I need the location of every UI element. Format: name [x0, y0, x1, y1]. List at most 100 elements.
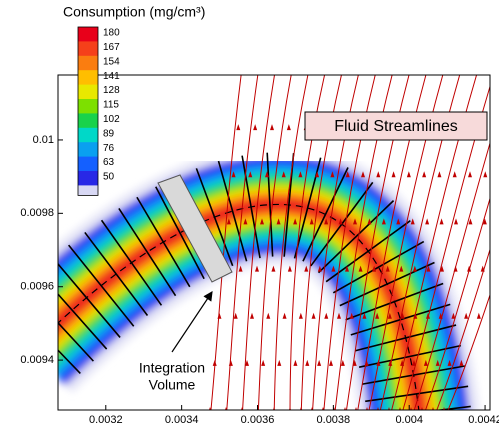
streamline-arrow: [352, 359, 357, 366]
colorbar-label: 128: [103, 85, 120, 96]
streamline-arrow: [423, 359, 428, 366]
streamline-arrow: [400, 312, 405, 319]
streamline-arrow: [293, 359, 298, 366]
streamline-arrow: [366, 407, 368, 410]
integration-volume: [157, 174, 233, 283]
streamline-arrow: [406, 171, 411, 178]
streamline-arrow: [337, 312, 341, 319]
streamline-arrow: [376, 171, 381, 178]
streamline-arrow: [377, 407, 379, 410]
x-tick-label: 0.0034: [165, 414, 199, 426]
streamline-arrow: [276, 218, 281, 225]
streamline-arrow: [391, 171, 396, 178]
streamline-arrow: [426, 265, 431, 272]
streamline-arrow: [355, 407, 357, 410]
streamline-arrow: [396, 218, 401, 225]
streamline-arrow: [266, 312, 271, 319]
colorbar-swatch: [78, 55, 98, 71]
streamline-arrow: [410, 218, 415, 225]
normal-line: [118, 208, 177, 297]
streamline: [242, 75, 276, 410]
streamline-arrow: [476, 312, 481, 319]
normal-line: [266, 152, 274, 257]
colorbar-label: 63: [103, 157, 115, 168]
streamline-arrow: [432, 407, 434, 410]
streamline-arrow: [349, 312, 354, 319]
streamline-arrow: [410, 407, 412, 410]
streamline-arrow: [358, 265, 363, 272]
colorbar-frame: [77, 26, 99, 196]
streamline-arrow: [483, 171, 488, 178]
streamline-arrow: [317, 359, 322, 366]
streamline-arrow: [425, 218, 430, 225]
normal-line: [155, 186, 205, 280]
streamline-arrow: [309, 218, 314, 225]
centerline: [58, 203, 420, 410]
streamline: [257, 75, 292, 410]
streamline-arrow: [459, 359, 464, 366]
streamline-arrow: [385, 265, 390, 272]
streamline-arrow: [482, 218, 487, 225]
colorbar-base: [78, 185, 98, 196]
streamline-arrow: [243, 218, 248, 225]
normal-line: [365, 385, 469, 403]
normal-line: [317, 200, 395, 274]
streamline: [425, 196, 490, 410]
streamline-arrow: [324, 312, 329, 319]
streamline-arrow: [293, 218, 298, 225]
streamline-arrow: [464, 312, 469, 319]
annotation: Volume: [149, 377, 196, 393]
streamline-arrow: [255, 265, 259, 272]
streamline-arrow: [250, 312, 254, 319]
streamline: [210, 75, 242, 410]
streamline-arrow: [304, 265, 309, 272]
streamline-arrow: [438, 312, 443, 319]
streamline-arrow: [331, 265, 336, 272]
streamline-arrow: [315, 171, 320, 178]
streamline-arrow: [375, 312, 380, 319]
colorbar-swatch: [78, 41, 98, 57]
colorbar-label: 115: [103, 100, 119, 111]
streamline-arrow: [468, 171, 472, 178]
streamline-arrow: [209, 407, 211, 410]
streamline-arrow: [300, 407, 302, 410]
streamline-arrow: [277, 359, 282, 366]
streamline-arrow: [245, 359, 249, 366]
streamline-arrow: [286, 124, 291, 131]
colorbar-label: 167: [103, 42, 120, 53]
streamline-arrow: [273, 407, 275, 410]
streamline: [226, 75, 259, 410]
streamline-arrow: [338, 218, 343, 225]
streamline-arrow: [287, 265, 292, 272]
colorbar-swatch: [78, 171, 98, 186]
streamline-arrow: [344, 407, 346, 410]
colorbar-label: 50: [103, 172, 115, 183]
x-tick-label: 0.004: [395, 414, 423, 426]
streamline-arrow: [253, 124, 258, 131]
streamline-arrow: [413, 312, 418, 319]
streamline-arrow: [353, 218, 357, 225]
annotation-arrow: [171, 291, 213, 353]
streamline-arrow: [238, 265, 243, 272]
streamline-arrow: [412, 359, 416, 366]
normal-line: [434, 405, 471, 410]
streamline-arrow: [340, 359, 345, 366]
colorbar-swatch: [78, 70, 98, 86]
colorbar-label: 89: [103, 128, 115, 139]
streamline-arrow: [225, 407, 227, 410]
annotation: Fluid Streamlines: [334, 118, 458, 135]
colorbar-swatch: [78, 84, 98, 100]
colorbar-label: 141: [103, 71, 120, 82]
streamline-arrow: [364, 359, 369, 366]
colorbar-swatch: [78, 113, 98, 129]
streamline-arrow: [453, 265, 458, 272]
streamline-arrow: [437, 171, 442, 178]
colorbar-swatch: [78, 27, 98, 42]
streamline-arrow: [212, 359, 217, 366]
y-tick-label: 0.01: [33, 134, 54, 146]
y-tick-label: 0.0098: [20, 207, 54, 219]
streamline-arrow: [241, 407, 243, 410]
normal-line: [58, 293, 108, 350]
streamline-arrow: [381, 218, 386, 225]
streamline-arrow: [260, 218, 264, 225]
